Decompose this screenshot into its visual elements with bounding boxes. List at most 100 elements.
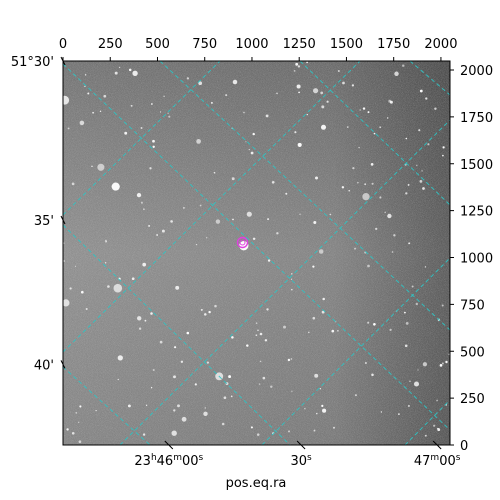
star [337, 330, 339, 332]
star [117, 378, 119, 381]
star [150, 312, 153, 315]
star [200, 308, 203, 311]
star [304, 408, 306, 410]
star [177, 404, 180, 408]
star [315, 176, 318, 180]
star [389, 100, 393, 104]
star [405, 137, 408, 140]
star-field [63, 61, 450, 444]
star [124, 131, 128, 135]
star [136, 316, 142, 321]
bottom-tick-label: 30s [290, 453, 312, 469]
star [405, 192, 408, 195]
star [140, 126, 143, 130]
star [246, 211, 252, 217]
star [445, 360, 448, 364]
star [313, 221, 317, 224]
star [174, 346, 177, 349]
left-tick [60, 56, 66, 66]
star [95, 409, 97, 412]
star [442, 146, 445, 149]
star [168, 115, 171, 118]
star [394, 71, 399, 77]
star [418, 129, 421, 132]
star [387, 117, 389, 119]
star [204, 313, 207, 316]
star [384, 211, 386, 214]
star [371, 373, 374, 377]
star [230, 395, 233, 398]
target-marker [236, 236, 249, 249]
top-tick-label: 0 [59, 37, 67, 52]
star [425, 97, 428, 100]
plot-frame [62, 60, 451, 446]
star [228, 375, 232, 379]
star [195, 243, 198, 246]
star [297, 142, 302, 147]
star [318, 249, 324, 254]
grid-line [404, 399, 450, 445]
x-axis-label: pos.eq.ra [226, 476, 287, 491]
star [143, 208, 145, 210]
bottom-tick [296, 440, 306, 450]
right-tick-label: 250 [460, 392, 485, 407]
star [270, 385, 273, 388]
right-tick-label: 0 [460, 439, 468, 454]
star [291, 273, 293, 275]
star [267, 218, 270, 221]
star [151, 103, 153, 105]
star [417, 369, 419, 371]
star [194, 383, 197, 386]
star [87, 92, 90, 95]
star [379, 196, 382, 199]
right-tick-label: 500 [460, 345, 485, 360]
star [333, 426, 335, 429]
star [290, 278, 293, 280]
star [74, 265, 77, 267]
star [264, 339, 268, 342]
star [173, 409, 176, 412]
star [295, 62, 299, 66]
star [267, 259, 271, 262]
star [329, 213, 332, 216]
star [163, 95, 165, 98]
top-axis: 0 250 500 750 1000 1250 1500 1750 2000 [59, 37, 457, 61]
star [367, 111, 370, 114]
top-tick-label: 1750 [377, 37, 410, 52]
star [337, 69, 340, 73]
star [186, 331, 190, 335]
star [262, 376, 266, 380]
star [411, 285, 414, 288]
star [271, 180, 275, 184]
star [85, 308, 88, 310]
star [150, 387, 153, 389]
star [232, 218, 234, 221]
star [296, 84, 301, 89]
star [225, 94, 228, 97]
star [313, 88, 319, 94]
top-tick-label: 250 [98, 37, 123, 52]
star [331, 329, 335, 333]
grid-line [63, 63, 450, 431]
star [321, 404, 324, 408]
grid-line [159, 61, 450, 331]
star [248, 148, 250, 151]
star [422, 362, 428, 367]
star [128, 68, 132, 72]
star [375, 227, 378, 231]
star [294, 131, 297, 134]
star [167, 112, 169, 114]
star [308, 331, 310, 334]
left-tick [60, 360, 66, 369]
right-tick-label: 1000 [460, 252, 493, 267]
star [358, 146, 360, 149]
star [243, 111, 245, 114]
star [404, 311, 406, 314]
star [255, 322, 258, 324]
star [439, 364, 443, 367]
star [427, 143, 430, 146]
star [104, 261, 107, 264]
star [407, 404, 410, 408]
star [283, 325, 286, 329]
star [322, 297, 325, 301]
